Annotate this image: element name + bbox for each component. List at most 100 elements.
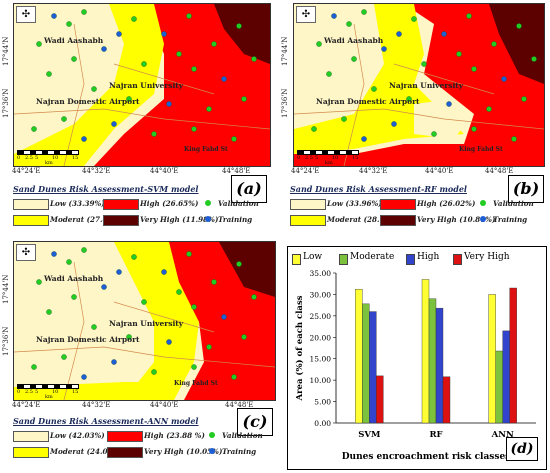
validation-point	[236, 23, 242, 29]
lon-label: 44°32'E	[82, 401, 111, 409]
label-airport: Najran Domestic Airport	[316, 97, 420, 106]
legend-validation: Validation	[218, 199, 259, 208]
validation-point	[491, 41, 497, 47]
label-wadi: Wadi Aashabh	[44, 274, 104, 283]
legend-low: Low (42.03%)	[50, 431, 105, 440]
y-tick-label: 10.00	[310, 376, 332, 385]
lon-label: 44°48'E	[485, 167, 514, 175]
validation-point	[61, 116, 67, 122]
lat-label: 17°36'N	[281, 88, 289, 118]
legend-swatch-very-high	[103, 215, 139, 226]
training-point	[221, 314, 227, 320]
training-point	[331, 13, 337, 19]
zone-low-island	[414, 99, 469, 139]
training-point	[501, 76, 507, 82]
zone-high	[294, 4, 544, 166]
legend-validation-dot	[209, 432, 215, 438]
validation-point	[511, 136, 517, 142]
validation-point	[231, 136, 237, 142]
legend-swatch-high	[380, 199, 416, 210]
validation-point	[211, 279, 217, 285]
legend-label-high: High	[417, 252, 440, 262]
legend-swatch-low	[13, 199, 49, 210]
panel-letter: (c)	[237, 408, 273, 436]
validation-point	[471, 126, 477, 132]
training-point	[116, 269, 122, 275]
validation-point	[46, 309, 52, 315]
validation-point	[126, 96, 132, 102]
validation-point	[341, 116, 347, 122]
scale-tick: 5	[315, 155, 319, 161]
validation-point	[91, 324, 97, 330]
validation-point	[36, 41, 42, 47]
lat-label: 17°44'N	[281, 36, 289, 66]
bar-ann-high	[502, 330, 510, 424]
legend-swatch-very-high	[453, 254, 462, 265]
validation-point	[126, 334, 132, 340]
label-university: Najran University	[389, 81, 464, 90]
roads	[14, 23, 270, 166]
bar-rf-low	[421, 279, 430, 424]
y-tick-label: 15.00	[310, 355, 332, 364]
validation-point	[31, 126, 37, 132]
validation-point	[66, 259, 72, 265]
training-point	[111, 359, 117, 365]
training-point	[166, 101, 172, 107]
scale-tick: 15	[72, 155, 79, 161]
bar-svm-very-high	[376, 375, 384, 424]
scale-tick: 15	[352, 155, 359, 161]
training-point	[81, 136, 87, 142]
validation-point	[466, 13, 472, 19]
legend-swatch-high	[406, 254, 415, 265]
validation-point	[251, 56, 257, 62]
validation-point	[141, 61, 147, 67]
validation-point	[231, 374, 237, 380]
legend-low: Low (33.96%)	[327, 199, 382, 208]
label-university: Najran University	[109, 319, 184, 328]
compass-icon: ✣	[296, 6, 316, 23]
zone-moderate	[14, 4, 164, 166]
scale-tick: 5	[35, 155, 39, 161]
validation-point	[191, 66, 197, 72]
validation-point	[351, 56, 357, 62]
lat-label: 17°36'N	[2, 88, 10, 118]
x-tick-label: SVM	[358, 430, 381, 440]
scale-tick: 10	[332, 155, 339, 161]
training-point	[441, 31, 447, 37]
training-point	[101, 46, 107, 52]
scale-unit: km	[45, 160, 53, 166]
y-tick-label: 35.00	[310, 269, 332, 278]
validation-point	[91, 86, 97, 92]
training-point	[391, 121, 397, 127]
legend-swatch-high	[103, 199, 139, 210]
bar-ann-low	[488, 294, 496, 424]
legend-low: Low (33.39%)	[50, 199, 105, 208]
bar-rf-high	[435, 307, 444, 424]
validation-point	[206, 106, 212, 112]
panel-letter: (b)	[508, 175, 544, 203]
risk-map-rf: ✣ Wadi Aashabh Najran University Najran …	[293, 3, 545, 167]
training-point	[101, 284, 107, 290]
validation-point	[406, 96, 412, 102]
validation-point	[81, 9, 87, 15]
training-point	[116, 31, 122, 37]
legend-swatch-moderate	[13, 215, 49, 226]
training-point	[51, 251, 57, 257]
x-tick-label: ANN	[491, 430, 514, 440]
label-street: King Fahd St	[174, 380, 218, 387]
training-point	[446, 101, 452, 107]
lat-label: 17°44'N	[2, 274, 10, 304]
validation-point	[241, 334, 247, 340]
panel-title: Sand Dunes Risk Assessment-ANN model	[13, 416, 199, 426]
panel-ann: ✣ Wadi Aashabh Najran University Najran …	[0, 238, 280, 473]
validation-point	[71, 294, 77, 300]
label-wadi: Wadi Aashabh	[324, 36, 384, 45]
lat-label: 17°44'N	[2, 36, 10, 66]
training-point	[81, 374, 87, 380]
validation-point	[456, 51, 462, 57]
validation-point	[471, 66, 477, 72]
chart-panel: Low Moderate High Very High 0.00 5.00 10.0…	[287, 246, 547, 470]
label-street: King Fahd St	[459, 146, 503, 153]
lon-label: 44°24'E	[12, 401, 41, 409]
zone-moderate	[114, 242, 199, 400]
